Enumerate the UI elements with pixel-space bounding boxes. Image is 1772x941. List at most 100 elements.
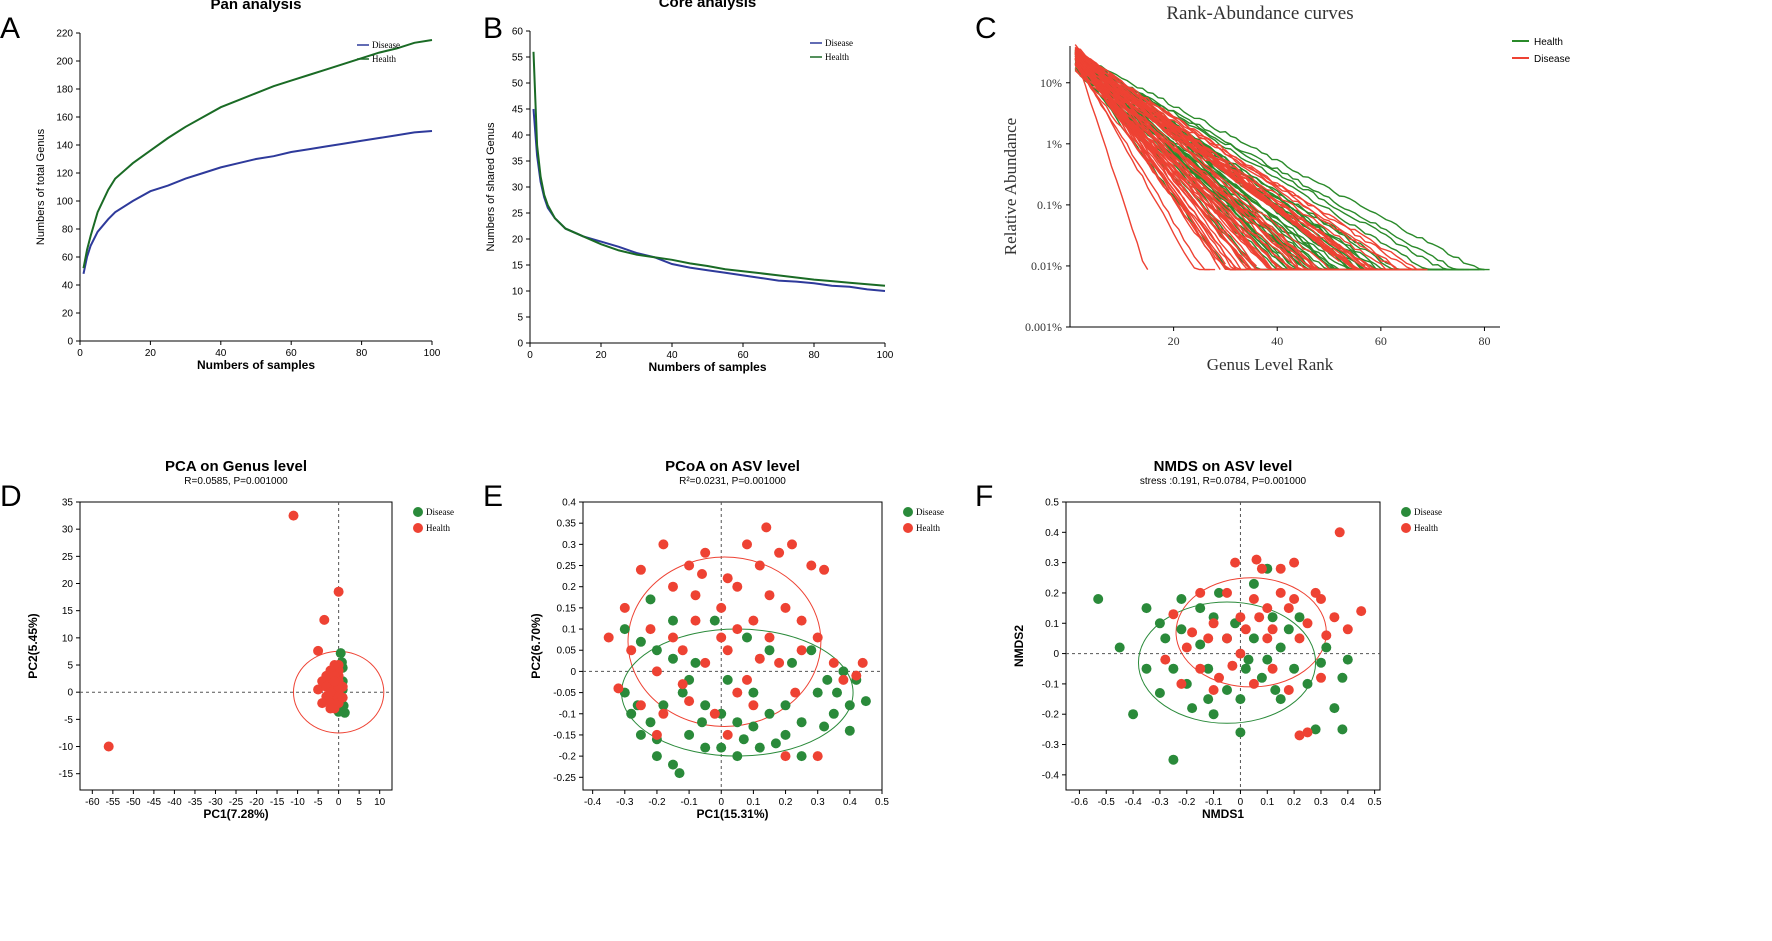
point-disease: [844, 700, 855, 711]
point-health: [709, 708, 720, 719]
chart-title: Pan analysis: [211, 0, 302, 13]
point-disease: [668, 759, 678, 770]
point-disease: [1154, 618, 1165, 629]
point-health: [1283, 685, 1294, 695]
point-disease: [1283, 624, 1294, 635]
plot-frame: [79, 501, 393, 791]
panel-label-a: A: [0, 12, 20, 45]
point-health: [754, 560, 765, 571]
point-disease: [1168, 663, 1179, 674]
y-tick-label: 0.25: [557, 561, 577, 572]
y-axis-label: Relative Abundance: [1001, 118, 1020, 255]
x-axis-label: PC1(15.31%): [696, 807, 768, 821]
point-health: [1289, 594, 1300, 604]
y-tick-label: 120: [56, 169, 73, 180]
legend-marker-disease: [413, 507, 423, 517]
confidence-ellipse-health: [627, 556, 822, 727]
y-tick-label: 0: [570, 667, 576, 678]
chart-e: -0.25 -0.2 -0.15 -0.1 -0.05 0 0.05 0.1 0.15 0.2 0.…: [529, 458, 944, 821]
point-health: [1316, 672, 1326, 683]
point-health: [668, 632, 678, 643]
point-disease: [770, 738, 781, 749]
point-health: [796, 615, 807, 626]
y-tick-label: 140: [56, 141, 73, 152]
point-health: [1302, 727, 1313, 738]
point-health: [1214, 672, 1224, 683]
y-tick-label: 0.4: [562, 498, 576, 509]
x-tick-label: -0.3: [1151, 797, 1169, 808]
point-health: [645, 624, 656, 635]
point-disease: [668, 615, 678, 626]
point-disease: [1114, 642, 1125, 653]
y-tick-label: 35: [512, 157, 524, 168]
point-health: [319, 614, 330, 625]
y-tick-label: 10: [62, 633, 74, 644]
point-health: [1203, 633, 1214, 644]
point-health: [1267, 663, 1278, 674]
x-tick-label: -0.6: [1071, 797, 1089, 808]
point-health: [787, 539, 797, 550]
point-disease: [645, 717, 656, 728]
point-disease: [1208, 709, 1219, 720]
point-disease: [716, 742, 727, 753]
y-tick-label: 50: [512, 79, 524, 90]
point-health: [819, 564, 830, 575]
point-health: [1227, 660, 1238, 671]
x-tick-label: -5: [314, 797, 323, 808]
point-health: [748, 700, 759, 711]
point-health: [1181, 642, 1192, 653]
panel-label-e: E: [483, 480, 503, 513]
point-health: [1195, 587, 1206, 598]
y-tick-label: 0.001%: [1025, 320, 1062, 334]
point-disease: [668, 653, 678, 664]
point-disease: [619, 624, 630, 635]
legend-label-health: Health: [825, 52, 849, 62]
point-disease: [1248, 633, 1259, 644]
series-line-disease: [1074, 52, 1149, 270]
y-tick-label: 55: [512, 53, 524, 64]
point-health: [774, 657, 785, 668]
point-disease: [806, 645, 817, 656]
point-health: [1240, 624, 1251, 635]
point-health: [325, 687, 336, 698]
x-tick-label: 0.4: [843, 797, 857, 808]
x-tick-label: 0.1: [746, 797, 760, 808]
legend-label-disease: Disease: [372, 40, 400, 50]
point-health: [1176, 678, 1187, 689]
point-disease: [1270, 685, 1281, 695]
y-tick-label: 5: [67, 661, 73, 672]
legend-label-health: Health: [916, 523, 940, 533]
y-tick-label: -0.3: [1042, 740, 1060, 751]
y-tick-label: 0.01%: [1031, 259, 1062, 273]
chart-title: PCoA on ASV level: [665, 458, 800, 475]
point-health: [732, 581, 743, 592]
x-tick-label: 0: [336, 797, 342, 808]
point-health: [1283, 603, 1294, 614]
point-health: [333, 586, 344, 597]
y-tick-label: -0.2: [559, 752, 577, 763]
point-health: [677, 645, 688, 656]
point-disease: [754, 742, 765, 753]
x-tick-label: -0.1: [1205, 797, 1223, 808]
y-tick-label: -0.15: [553, 730, 576, 741]
y-tick-label: 180: [56, 85, 73, 96]
point-health: [764, 632, 775, 643]
x-axis-label: Genus Level Rank: [1207, 355, 1334, 374]
legend-marker-disease: [1401, 507, 1411, 517]
point-health: [1262, 633, 1273, 644]
x-tick-label: -0.4: [584, 797, 602, 808]
point-disease: [1256, 672, 1267, 683]
legend-label-disease: Disease: [916, 507, 944, 517]
point-health: [317, 698, 328, 709]
y-tick-label: 200: [56, 57, 73, 68]
chart-title: Rank-Abundance curves: [1166, 3, 1353, 24]
chart-f: -0.4 -0.3 -0.2 -0.1 0 0.1 0.2 0.3 0.4 0.5 -0.6 -0.5…: [1012, 458, 1442, 821]
y-tick-label: 160: [56, 113, 73, 124]
point-disease: [1195, 639, 1206, 650]
point-disease: [1294, 612, 1305, 623]
point-health: [851, 670, 862, 681]
y-tick-label: 0.5: [1045, 498, 1059, 509]
y-tick-label: 10: [512, 287, 524, 298]
point-disease: [1195, 603, 1206, 614]
point-health: [1230, 557, 1241, 568]
